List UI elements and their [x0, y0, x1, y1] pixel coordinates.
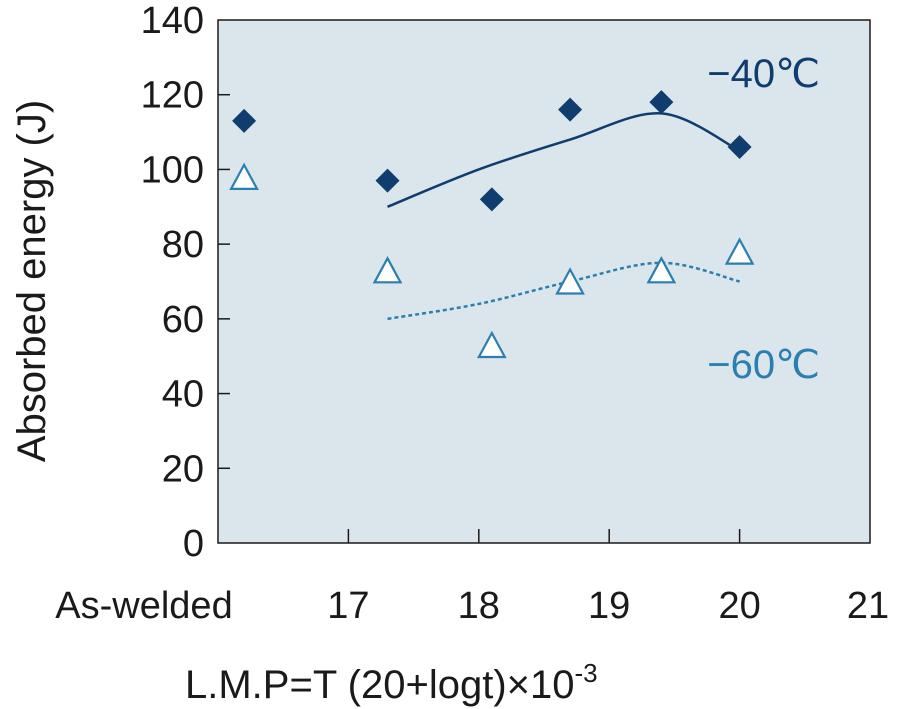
y-tick-label: 100 — [141, 149, 204, 191]
plot-area — [217, 19, 871, 544]
y-tick-label: 20 — [162, 448, 204, 490]
data-point-triangle — [724, 237, 755, 265]
y-axis-title: Absorbed energy (J) — [10, 100, 54, 462]
trend-line-minus-40 — [387, 112, 741, 208]
y-tick-label: 40 — [162, 374, 204, 416]
x-tick-label: 17 — [327, 585, 369, 627]
x-tick-label: 18 — [458, 585, 500, 627]
x-tick-label: 19 — [588, 585, 630, 627]
y-axis-ticks: 0 20 40 60 80 100 120 140 — [141, 0, 230, 565]
data-point-triangle — [646, 255, 677, 284]
trend-lines — [387, 112, 741, 321]
x-axis-title-main: L.M.P=T (20+logt)×10 — [185, 663, 575, 707]
data-point-triangle — [476, 330, 507, 359]
data-point-diamond — [375, 168, 400, 193]
data-markers — [229, 90, 755, 359]
x-axis-title-exponent: -3 — [575, 658, 598, 688]
x-axis-ticks: As-welded 17 18 19 20 21 — [55, 529, 889, 627]
y-tick-label: 120 — [141, 75, 204, 117]
y-tick-label: 140 — [141, 0, 204, 42]
data-point-triangle — [229, 162, 259, 190]
y-tick-label: 60 — [162, 299, 204, 341]
y-tick-label: 80 — [162, 224, 204, 266]
data-point-diamond — [558, 97, 583, 122]
x-axis-title: L.M.P=T (20+logt)×10-3 — [185, 658, 598, 707]
data-point-diamond — [649, 90, 674, 115]
x-tick-label: 20 — [718, 585, 760, 627]
y-tick-label: 0 — [183, 523, 204, 565]
series-label-minus-40: −40℃ — [707, 52, 820, 96]
data-point-diamond — [727, 135, 752, 160]
x-tick-label: As-welded — [55, 585, 232, 627]
data-point-triangle — [555, 267, 585, 295]
data-point-diamond — [232, 108, 257, 133]
data-point-diamond — [479, 187, 504, 212]
data-point-triangle — [372, 255, 403, 284]
series-label-minus-60: −60℃ — [707, 343, 820, 387]
x-tick-label: 21 — [847, 585, 889, 627]
